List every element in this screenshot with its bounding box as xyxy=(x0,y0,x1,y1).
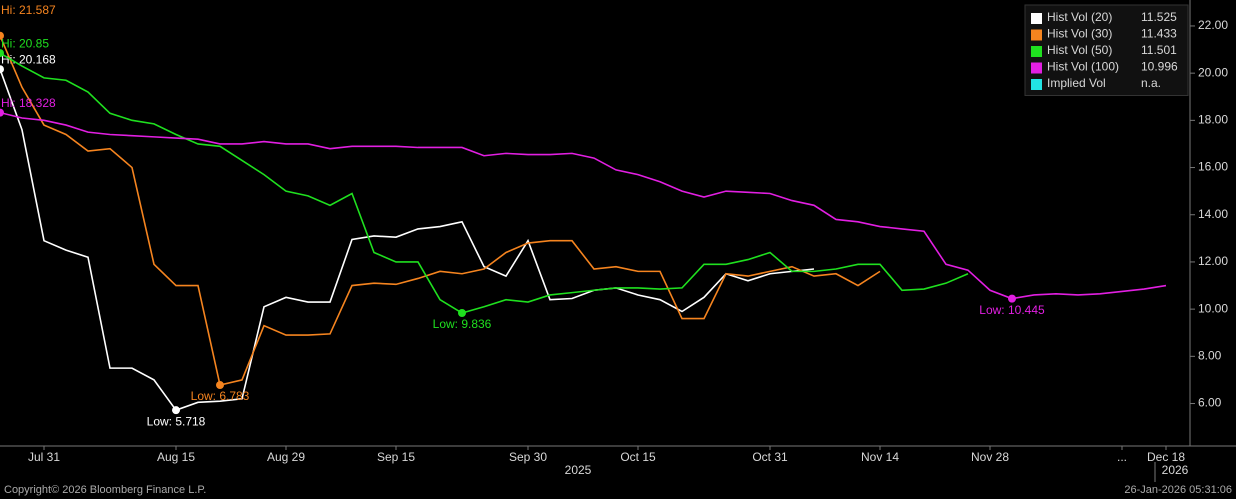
hi-label: Hi: 20.85 xyxy=(1,36,49,50)
extreme-marker xyxy=(0,108,4,117)
extreme-marker xyxy=(458,309,466,318)
low-label: Low: 6.783 xyxy=(191,389,250,403)
series-line xyxy=(0,35,881,387)
extreme-marker xyxy=(172,406,180,415)
extreme-marker xyxy=(0,31,4,40)
y-tick-label: 10.00 xyxy=(1198,301,1228,315)
x-tick-label: Sep 30 xyxy=(509,450,547,464)
x-tick-label: Sep 15 xyxy=(377,450,415,464)
x-tick-label: Dec 18 xyxy=(1147,450,1185,464)
extreme-marker xyxy=(0,65,4,74)
year-label: 2025 xyxy=(565,463,592,477)
legend-label: Hist Vol (50) xyxy=(1047,43,1112,57)
legend-swatch xyxy=(1031,79,1042,90)
x-tick-label: Aug 15 xyxy=(157,450,195,464)
y-tick-label: 6.00 xyxy=(1198,396,1222,410)
copyright: Copyright© 2026 Bloomberg Finance L.P. xyxy=(4,484,206,496)
series-line xyxy=(0,52,969,314)
extreme-marker xyxy=(1008,294,1016,303)
legend-value: 11.525 xyxy=(1141,10,1177,24)
legend-swatch xyxy=(1031,62,1042,74)
y-tick-label: 8.00 xyxy=(1198,348,1222,362)
legend-label: Implied Vol xyxy=(1047,76,1106,90)
x-tick-label: Nov 14 xyxy=(861,450,899,464)
timestamp: 26-Jan-2026 05:31:06 xyxy=(1124,484,1232,496)
legend-value: n.a. xyxy=(1141,76,1161,90)
legend-value: 11.433 xyxy=(1141,27,1177,41)
legend-label: Hist Vol (30) xyxy=(1047,27,1112,41)
legend-value: 10.996 xyxy=(1141,60,1178,74)
legend-swatch xyxy=(1031,29,1042,41)
y-tick-label: 16.00 xyxy=(1198,160,1228,174)
hi-label: Hi: 20.168 xyxy=(1,52,56,66)
legend-label: Hist Vol (20) xyxy=(1047,10,1112,24)
x-tick-label: Oct 31 xyxy=(752,450,788,464)
legend-box xyxy=(1024,4,1189,96)
y-tick-label: 12.00 xyxy=(1198,254,1228,268)
extreme-marker xyxy=(0,49,4,58)
hi-label: Hi: 21.587 xyxy=(1,3,56,17)
low-label: Low: 10.445 xyxy=(979,303,1045,317)
x-tick-label: Oct 15 xyxy=(620,450,656,464)
y-tick-label: 18.00 xyxy=(1198,113,1228,127)
legend-swatch xyxy=(1031,46,1042,57)
x-tick-label: Aug 29 xyxy=(267,450,305,464)
low-label: Low: 9.836 xyxy=(433,317,492,331)
low-label: Low: 5.718 xyxy=(147,414,206,428)
x-tick-label: ... xyxy=(1117,450,1127,464)
hi-label: Hi: 18.328 xyxy=(1,96,56,110)
legend-swatch xyxy=(1031,13,1042,24)
y-tick-label: 22.00 xyxy=(1198,18,1228,32)
y-tick-label: 14.00 xyxy=(1198,207,1228,221)
legend-label: Hist Vol (100) xyxy=(1047,60,1119,74)
year-label: 2026 xyxy=(1162,463,1189,477)
x-tick-label: Jul 31 xyxy=(28,450,60,464)
x-tick-label: Nov 28 xyxy=(971,450,1009,464)
series-line xyxy=(0,111,1167,300)
extreme-marker xyxy=(216,381,224,390)
legend: Hist Vol (20) 11.525 Hist Vol (30) 11.433 Hi… xyxy=(1024,4,1189,96)
y-tick-label: 20.00 xyxy=(1198,65,1228,79)
legend-value: 11.501 xyxy=(1141,43,1177,57)
